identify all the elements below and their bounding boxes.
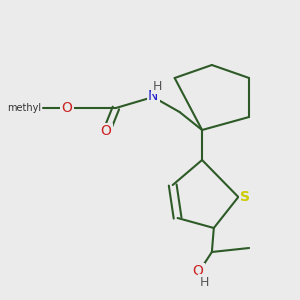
Text: O: O xyxy=(61,101,72,115)
Text: N: N xyxy=(148,89,158,103)
Text: S: S xyxy=(240,190,250,204)
Text: H: H xyxy=(199,275,209,289)
Text: methyl: methyl xyxy=(8,103,41,113)
Text: O: O xyxy=(193,264,204,278)
Text: H: H xyxy=(152,80,162,92)
Text: O: O xyxy=(101,124,112,138)
